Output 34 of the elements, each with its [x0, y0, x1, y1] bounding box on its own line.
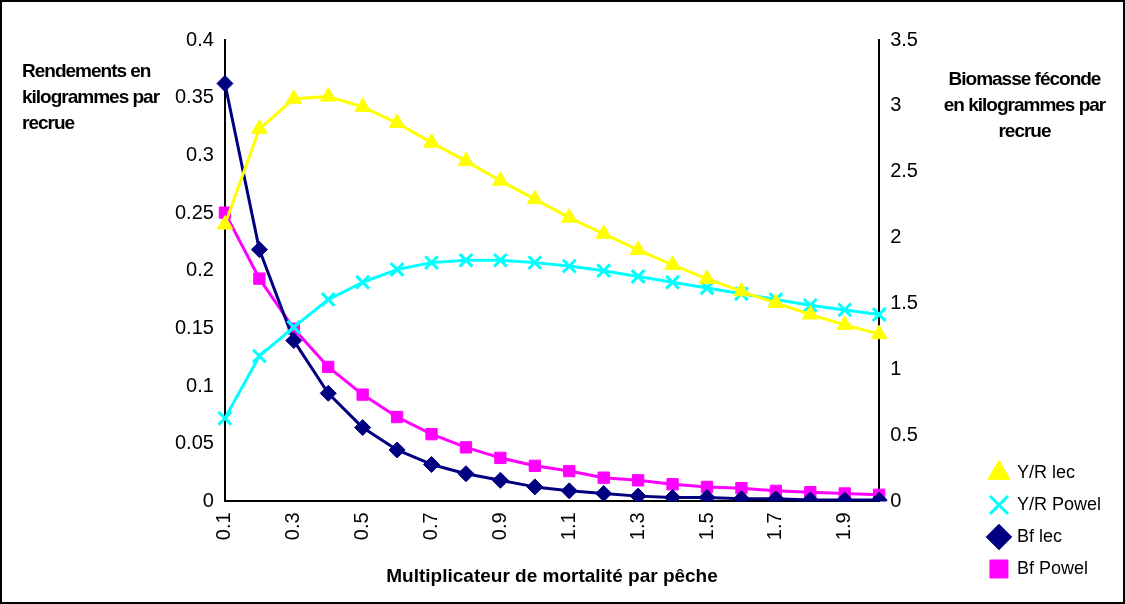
legend-label: Y/R lec: [1016, 461, 1075, 482]
x-tick-label: 0.3: [281, 512, 304, 541]
x-tick-label: 0.5: [350, 512, 373, 541]
x-tick-label: 1.5: [694, 512, 717, 541]
y2-tick-label: 0: [890, 488, 902, 511]
y2-tick-label: 1.5: [890, 291, 918, 314]
y2-tick-label: 2: [890, 225, 902, 248]
y-tick-label: 0.4: [186, 27, 214, 50]
y2-tick-label: 3: [890, 93, 902, 116]
y-tick-label: 0.15: [174, 315, 214, 338]
y2-tick-label: 0.5: [890, 423, 918, 445]
y-tick-label: 0.35: [174, 85, 214, 108]
legend-label: Bf Powel: [1016, 557, 1089, 578]
y-tick-label: 0.3: [186, 142, 214, 165]
x-tick-label: 1.9: [832, 512, 855, 541]
y-tick-label: 0.1: [186, 373, 214, 396]
x-tick-label: 1.1: [556, 512, 579, 541]
y-axis-title: Rendements en kilogrammes par recrue: [22, 60, 160, 133]
y-tick-label: 0.25: [174, 200, 214, 223]
y2-axis-title: Biomasse féconde en kilogrammes par recrue: [942, 67, 1107, 143]
x-tick-label: 0.7: [419, 512, 442, 541]
legend-label: Bf lec: [1016, 525, 1062, 546]
y-tick-label: 0.05: [174, 431, 214, 454]
y2-tick-label: 2.5: [890, 159, 918, 182]
x-tick-label: 1.7: [763, 512, 786, 541]
y2-tick-label: 1: [890, 357, 902, 380]
y-tick-label: 0: [202, 488, 214, 511]
x-axis-title: Multiplicateur de mortalité par pêche: [386, 564, 718, 586]
y-tick-label: 0.2: [186, 258, 214, 281]
y2-tick-label: 3.5: [890, 27, 918, 50]
legend-label: Y/R Powel: [1016, 493, 1102, 514]
x-tick-label: 0.1: [212, 512, 235, 541]
x-tick-label: 1.3: [625, 512, 648, 541]
x-tick-label: 0.9: [487, 512, 510, 541]
